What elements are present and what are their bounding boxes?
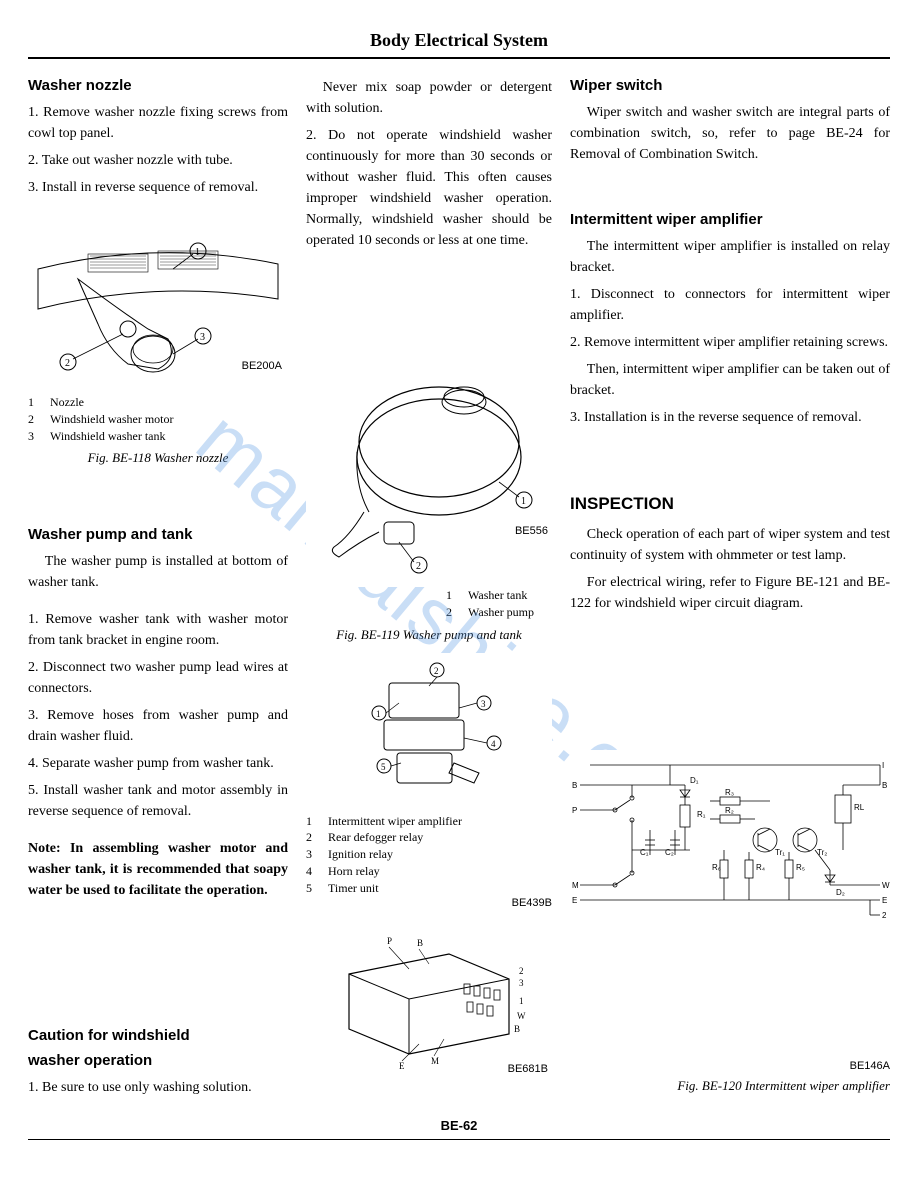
svg-text:2: 2 <box>882 911 887 920</box>
text: The intermittent wiper amplifier is inst… <box>570 236 890 278</box>
text: 3. Install in reverse sequence of remova… <box>28 177 288 198</box>
text: 2. Disconnect two washer pump lead wires… <box>28 657 288 699</box>
figure-be118: 1 2 3 BE200A <box>28 224 288 394</box>
svg-text:E: E <box>882 896 887 905</box>
svg-text:R₃: R₃ <box>725 788 734 797</box>
svg-text:C₂: C₂ <box>665 848 674 857</box>
text: 1. Remove washer tank with washer motor … <box>28 609 288 651</box>
column-right: Wiper switch Wiper switch and washer swi… <box>570 77 890 1104</box>
heading-inspection: INSPECTION <box>570 494 890 514</box>
column-left: Washer nozzle 1. Remove washer nozzle fi… <box>28 77 288 1104</box>
svg-text:D₁: D₁ <box>690 776 699 785</box>
heading-caution-2: washer operation <box>28 1052 288 1069</box>
svg-text:5: 5 <box>381 762 386 772</box>
svg-text:M: M <box>431 1056 439 1066</box>
heading-washer-pump: Washer pump and tank <box>28 526 288 543</box>
text: 2. Do not operate windshield washer cont… <box>306 125 552 251</box>
svg-text:P: P <box>572 806 577 815</box>
svg-text:Tr₁: Tr₁ <box>775 848 785 857</box>
figure-code: BE556 <box>515 525 548 537</box>
svg-text:D₂: D₂ <box>836 888 845 897</box>
column-middle: Never mix soap powder or detergent with … <box>306 77 552 1104</box>
figure-be146a-circuit: BPME IBWE2 D₁R₁ R₃R₂ R₄R₅R₆ C₁C₂ Tr₁Tr₂ … <box>570 750 890 930</box>
svg-text:R₅: R₅ <box>796 863 805 872</box>
svg-text:B: B <box>572 781 577 790</box>
text: 5. Install washer tank and motor assembl… <box>28 780 288 822</box>
text: Never mix soap powder or detergent with … <box>306 77 552 119</box>
figure-code: BE439B <box>306 897 552 909</box>
svg-text:1: 1 <box>376 709 381 719</box>
text: Then, intermittent wiper amplifier can b… <box>570 359 890 401</box>
svg-text:R₂: R₂ <box>725 806 734 815</box>
svg-text:W: W <box>517 1011 526 1021</box>
svg-text:2: 2 <box>416 561 421 572</box>
svg-text:B: B <box>514 1024 520 1034</box>
svg-text:3: 3 <box>519 978 524 988</box>
text: Wiper switch and washer switch are integ… <box>570 102 890 165</box>
figure-caption: Fig. BE-119 Washer pump and tank <box>306 627 552 643</box>
svg-text:E: E <box>572 896 577 905</box>
text: The washer pump is installed at bottom o… <box>28 551 288 593</box>
page-title: Body Electrical System <box>28 30 890 59</box>
svg-text:R₆: R₆ <box>712 863 721 872</box>
svg-text:1: 1 <box>195 247 200 258</box>
svg-text:3: 3 <box>200 332 205 343</box>
text: 1. Remove washer nozzle fixing screws fr… <box>28 102 288 144</box>
text: Check operation of each part of wiper sy… <box>570 524 890 566</box>
figure-caption: Fig. BE-118 Washer nozzle <box>28 450 288 466</box>
figure-code: BE146A <box>570 1060 890 1072</box>
page-number: BE-62 <box>28 1118 890 1133</box>
heading-wiper-switch: Wiper switch <box>570 77 890 94</box>
svg-text:Tr₂: Tr₂ <box>817 848 827 857</box>
svg-text:P: P <box>387 936 392 946</box>
note: Note: In assembling washer motor and was… <box>28 838 288 901</box>
svg-text:B: B <box>417 938 423 948</box>
svg-text:RL: RL <box>854 803 865 812</box>
svg-text:4: 4 <box>491 739 496 749</box>
text: 1. Be sure to use only washing solution. <box>28 1077 288 1098</box>
svg-text:W: W <box>882 881 890 890</box>
svg-text:R₄: R₄ <box>756 863 765 872</box>
svg-text:1: 1 <box>521 496 526 507</box>
figure-be439b: 1 2 3 4 5 <box>306 653 552 813</box>
text: 1. Disconnect to connectors for intermit… <box>570 284 890 326</box>
figure-code: BE681B <box>508 1063 548 1075</box>
svg-text:2: 2 <box>434 666 439 676</box>
figure-legend: 1Nozzle 2Windshield washer motor 3Windsh… <box>28 394 288 444</box>
figure-legend: 1Intermittent wiper amplifier 2Rear defo… <box>306 813 552 897</box>
svg-text:C₁: C₁ <box>640 848 649 857</box>
svg-text:E: E <box>399 1061 405 1071</box>
svg-text:M: M <box>572 881 579 890</box>
text: 3. Remove hoses from washer pump and dra… <box>28 705 288 747</box>
figure-caption: Fig. BE-120 Intermittent wiper amplifier <box>570 1078 890 1094</box>
heading-caution-1: Caution for windshield <box>28 1027 288 1044</box>
text: 2. Take out washer nozzle with tube. <box>28 150 288 171</box>
text: 2. Remove intermittent wiper amplifier r… <box>570 332 890 353</box>
heading-washer-nozzle: Washer nozzle <box>28 77 288 94</box>
svg-text:3: 3 <box>481 699 486 709</box>
svg-text:B: B <box>882 781 887 790</box>
text: 3. Installation is in the reverse sequen… <box>570 407 890 428</box>
svg-text:I: I <box>882 761 884 770</box>
heading-intermittent: Intermittent wiper amplifier <box>570 211 890 228</box>
figure-be681b: B P 23 WB 1 M E BE681B <box>306 919 552 1079</box>
svg-text:R₁: R₁ <box>697 810 706 819</box>
svg-text:2: 2 <box>65 358 70 369</box>
figure-code: BE200A <box>242 360 282 372</box>
text: For electrical wiring, refer to Figure B… <box>570 572 890 614</box>
figure-be119: 1 2 BE556 <box>306 357 552 587</box>
figure-legend: 1Washer tank 2Washer pump <box>306 587 552 621</box>
svg-text:2: 2 <box>519 966 524 976</box>
svg-text:1: 1 <box>519 996 524 1006</box>
text: 4. Separate washer pump from washer tank… <box>28 753 288 774</box>
